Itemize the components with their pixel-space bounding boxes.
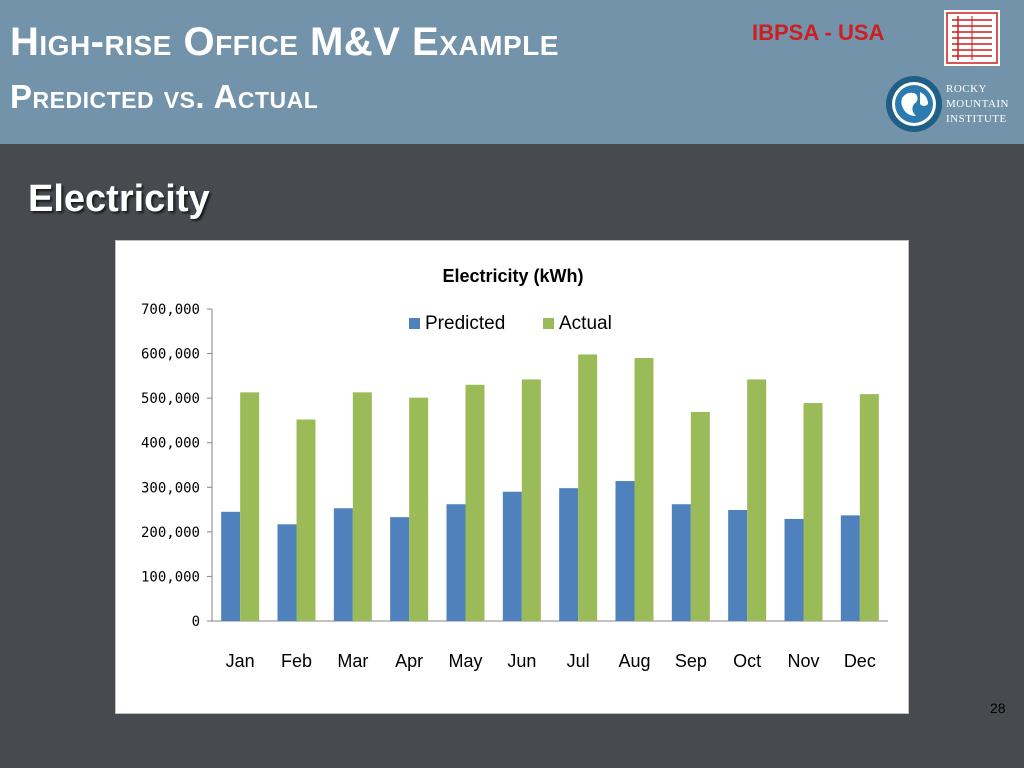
x-tick-label: Dec — [844, 651, 876, 671]
y-tick-label: 600,000 — [141, 347, 200, 363]
bar-predicted-may — [446, 504, 466, 621]
slide-subtitle: Predicted vs. Actual — [10, 78, 319, 115]
bar-predicted-nov — [784, 518, 804, 621]
section-heading: Electricity — [28, 178, 210, 220]
chart-legend: Predicted Actual — [409, 313, 612, 334]
y-tick-label: 0 — [192, 614, 200, 630]
x-tick-label: Jul — [567, 651, 590, 671]
y-tick-label: 200,000 — [141, 525, 200, 541]
ibpsa-logo-icon — [944, 10, 1000, 66]
bar-actual-may — [465, 384, 485, 621]
org-label: IBPSA - USA — [752, 20, 885, 45]
x-tick-label: Nov — [787, 651, 819, 671]
x-tick-label: Sep — [675, 651, 707, 671]
chart-frame: Electricity (kWh) Predicted Actual 0 100,0… — [115, 240, 909, 714]
bar-actual-oct — [747, 379, 767, 621]
bar-actual-dec — [859, 394, 879, 621]
bar-predicted-oct — [728, 510, 748, 621]
legend-label-actual: Actual — [559, 313, 612, 334]
rmi-logo-text: ROCKY MOUNTAIN INSTITUTE — [946, 83, 1010, 125]
y-tick-label: 400,000 — [141, 436, 200, 452]
chart-title: Electricity (kWh) — [442, 266, 583, 286]
x-tick-label: Apr — [395, 651, 423, 671]
bar-actual-jul — [578, 354, 598, 621]
bar-predicted-dec — [840, 515, 860, 621]
x-tick-label: Aug — [618, 651, 650, 671]
x-tick-label: May — [448, 651, 482, 671]
x-axis: Jan Feb Mar Apr May Jun Jul Aug Sep Oct Nov Dec — [212, 620, 888, 671]
bar-actual-sep — [690, 411, 710, 621]
legend-swatch-actual — [543, 318, 554, 329]
bar-actual-aug — [634, 358, 654, 621]
bar-predicted-apr — [390, 517, 410, 621]
globe-icon — [886, 76, 942, 132]
x-tick-label: Mar — [337, 651, 368, 671]
y-tick-label: 100,000 — [141, 569, 200, 585]
bar-predicted-jul — [559, 488, 579, 621]
y-tick-label: 500,000 — [141, 391, 200, 407]
bar-actual-feb — [296, 419, 316, 621]
x-tick-label: Jun — [507, 651, 536, 671]
bar-predicted-sep — [671, 504, 691, 621]
legend-label-predicted: Predicted — [425, 313, 505, 334]
bar-actual-jan — [240, 392, 260, 621]
bar-actual-jun — [521, 379, 541, 621]
bar-actual-mar — [352, 392, 372, 621]
bar-predicted-feb — [277, 524, 297, 621]
bar-actual-apr — [409, 397, 429, 621]
x-tick-label: Oct — [733, 651, 761, 671]
bars — [221, 354, 879, 621]
bar-predicted-aug — [615, 481, 635, 621]
slide-title: High-rise Office M&V Example — [10, 20, 559, 64]
legend-swatch-predicted — [409, 318, 420, 329]
bar-predicted-mar — [333, 508, 353, 621]
electricity-bar-chart: Electricity (kWh) Predicted Actual 0 100,0… — [141, 266, 888, 671]
bar-predicted-jan — [221, 511, 241, 621]
bar-actual-nov — [803, 403, 823, 621]
y-tick-label: 300,000 — [141, 480, 200, 496]
x-tick-label: Feb — [281, 651, 312, 671]
rmi-logo: ROCKY MOUNTAIN INSTITUTE — [884, 74, 1014, 134]
y-axis: 0 100,000 200,000 300,000 400,000 500,000 600,… — [141, 302, 213, 630]
slide-header: High-rise Office M&V Example Predicted v… — [0, 0, 1024, 144]
x-tick-label: Jan — [226, 651, 255, 671]
y-tick-label: 700,000 — [141, 302, 200, 318]
bar-predicted-jun — [502, 491, 522, 621]
slide-number: 28 — [990, 700, 1006, 716]
